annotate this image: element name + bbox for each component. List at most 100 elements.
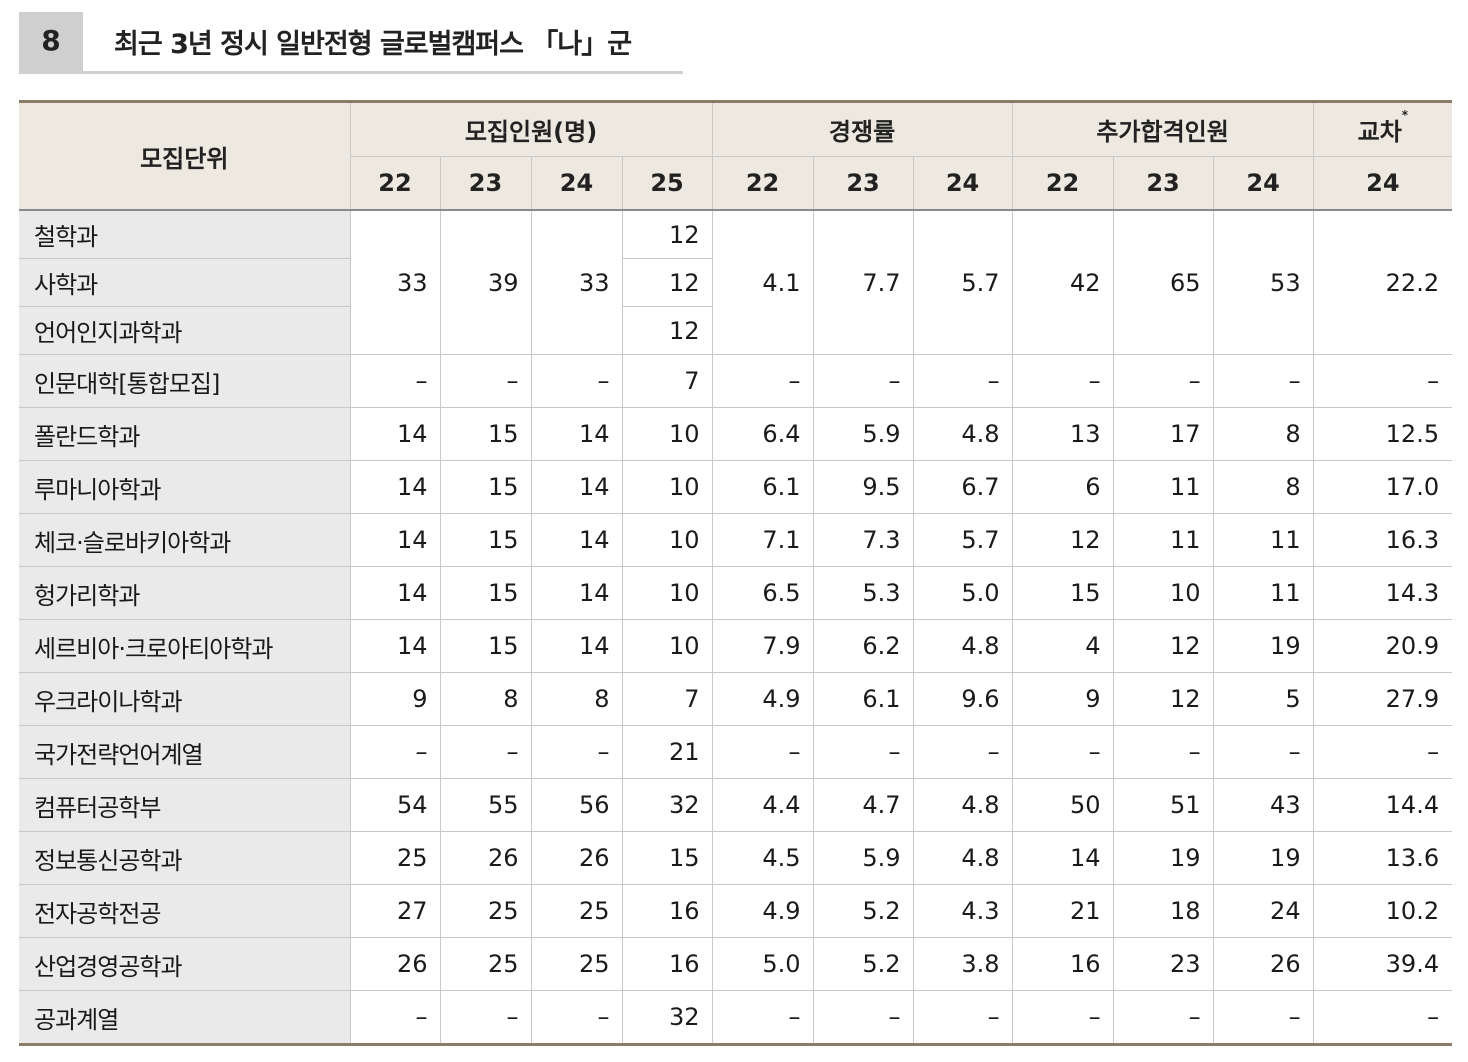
unit-name: 폴란드학과 xyxy=(19,407,351,461)
table-cell: 6.2 xyxy=(812,619,914,673)
table-row: 언어인지과학과 12 xyxy=(19,306,1452,355)
table-cell: – xyxy=(711,990,814,1045)
year-header: 24 xyxy=(1312,156,1453,211)
table-cell: 4.9 xyxy=(711,884,814,938)
year-header: 24 xyxy=(530,156,623,211)
table-cell: 14 xyxy=(349,513,441,567)
table-row: 사학과 12 xyxy=(19,258,1452,307)
table-cell: 24 xyxy=(1212,884,1314,938)
table-cell: – xyxy=(1011,990,1114,1045)
unit-name: 인문대학[통합모집] xyxy=(19,354,351,408)
table-cell: 5.2 xyxy=(812,884,914,938)
table-cell: 8 xyxy=(1212,407,1314,461)
table-cell: 21 xyxy=(621,725,713,779)
table-cell: 15 xyxy=(439,619,532,673)
table-cell: 5.9 xyxy=(812,831,914,885)
table-cell: – xyxy=(439,725,532,779)
table-cell: 5 xyxy=(1212,672,1314,726)
table-cell: 13 xyxy=(1011,407,1114,461)
table-cell: 26 xyxy=(349,937,441,991)
table-cell: 11 xyxy=(1112,513,1214,567)
unit-name: 우크라이나학과 xyxy=(19,672,351,726)
table-cell: 26 xyxy=(1212,937,1314,991)
table-cell: 12 xyxy=(621,209,713,259)
table-row: 인문대학[통합모집] – – –7– – – – – – – xyxy=(19,354,1453,408)
year-header: 24 xyxy=(1212,156,1314,211)
table-cell: 7 xyxy=(621,672,713,726)
table-cell: 8 xyxy=(439,672,532,726)
table-row: 전자공학전공 27 25 25 16 4.9 5.2 4.3 21 18 24 10.2 xyxy=(19,884,1453,938)
table-cell: – xyxy=(812,354,914,408)
table-cell: 33 xyxy=(349,209,441,355)
table-row: 컴퓨터공학부 54 55 56 32 4.4 4.7 4.8 50 51 43 14.4 xyxy=(19,778,1453,832)
table-cell: 4.9 xyxy=(711,672,814,726)
table-cell: – xyxy=(1312,725,1453,779)
table-cell: 4.4 xyxy=(711,778,814,832)
table-cell: 50 xyxy=(1011,778,1114,832)
table-cell: 20.9 xyxy=(1312,619,1453,673)
table-cell: 15 xyxy=(439,566,532,620)
table-cell: 16 xyxy=(621,884,713,938)
table-cell: 14 xyxy=(530,566,623,620)
table-cell: 5.3 xyxy=(812,566,914,620)
table-row: 공과계열 – – –32– – – – – – – xyxy=(19,990,1453,1045)
table-cell: – xyxy=(1112,725,1214,779)
table-cell: – xyxy=(1312,990,1453,1045)
table-cell: 53 xyxy=(1212,209,1314,355)
unit-name: 국가전략언어계열 xyxy=(19,725,351,779)
table-cell: 19 xyxy=(1212,831,1314,885)
group-header-quota: 모집인원(명) xyxy=(349,101,713,157)
year-header: 24 xyxy=(912,156,1013,211)
table-cell: – xyxy=(530,354,623,408)
table-cell: 39 xyxy=(439,209,532,355)
table-cell: 27 xyxy=(349,884,441,938)
table-cell: 12.5 xyxy=(1312,407,1453,461)
unit-name: 언어인지과학과 xyxy=(19,306,351,355)
unit-name: 공과계열 xyxy=(19,990,351,1045)
table-cell: 10 xyxy=(621,407,713,461)
table-cell: 5.2 xyxy=(812,937,914,991)
table-cell: – xyxy=(1212,725,1314,779)
table-cell: 12 xyxy=(621,306,713,355)
table-cell: 8 xyxy=(530,672,623,726)
table-cell: – xyxy=(1011,354,1114,408)
table-cell: 14 xyxy=(530,513,623,567)
table-cell: 54 xyxy=(349,778,441,832)
table-cell: – xyxy=(912,354,1013,408)
unit-header: 모집단위 xyxy=(19,101,351,211)
unit-name: 컴퓨터공학부 xyxy=(19,778,351,832)
table-cell: 6.1 xyxy=(812,672,914,726)
unit-name: 루마니아학과 xyxy=(19,460,351,514)
table-cell: 4.5 xyxy=(711,831,814,885)
unit-name: 사학과 xyxy=(19,258,351,307)
table-cell: 10 xyxy=(621,460,713,514)
unit-name: 전자공학전공 xyxy=(19,884,351,938)
table-cell: – xyxy=(711,354,814,408)
table-cell: – xyxy=(711,725,814,779)
table-cell: 9 xyxy=(349,672,441,726)
table-cell: 6 xyxy=(1011,460,1114,514)
table-cell: 16 xyxy=(621,937,713,991)
section-number: 8 xyxy=(19,12,83,74)
table-cell: 14.3 xyxy=(1312,566,1453,620)
table-cell: 3.8 xyxy=(912,937,1013,991)
table-cell: 12 xyxy=(621,258,713,307)
table-cell: 15 xyxy=(439,407,532,461)
table-cell: 6.7 xyxy=(912,460,1013,514)
asterisk-mark: * xyxy=(1401,108,1409,122)
table-cell: 9.6 xyxy=(912,672,1013,726)
year-header: 25 xyxy=(621,156,713,211)
table-cell: 4.8 xyxy=(912,619,1013,673)
table-cell: 6.5 xyxy=(711,566,814,620)
table-cell: 32 xyxy=(621,990,713,1045)
table-cell: 10 xyxy=(1112,566,1214,620)
table-cell: 9 xyxy=(1011,672,1114,726)
table-cell: 5.7 xyxy=(912,209,1013,355)
year-header: 23 xyxy=(1112,156,1214,211)
table-cell: – xyxy=(1212,990,1314,1045)
table-cell: – xyxy=(439,354,532,408)
table-cell: 27.9 xyxy=(1312,672,1453,726)
year-header: 22 xyxy=(350,156,441,211)
table-cell: – xyxy=(439,990,532,1045)
table-cell: 6.4 xyxy=(711,407,814,461)
